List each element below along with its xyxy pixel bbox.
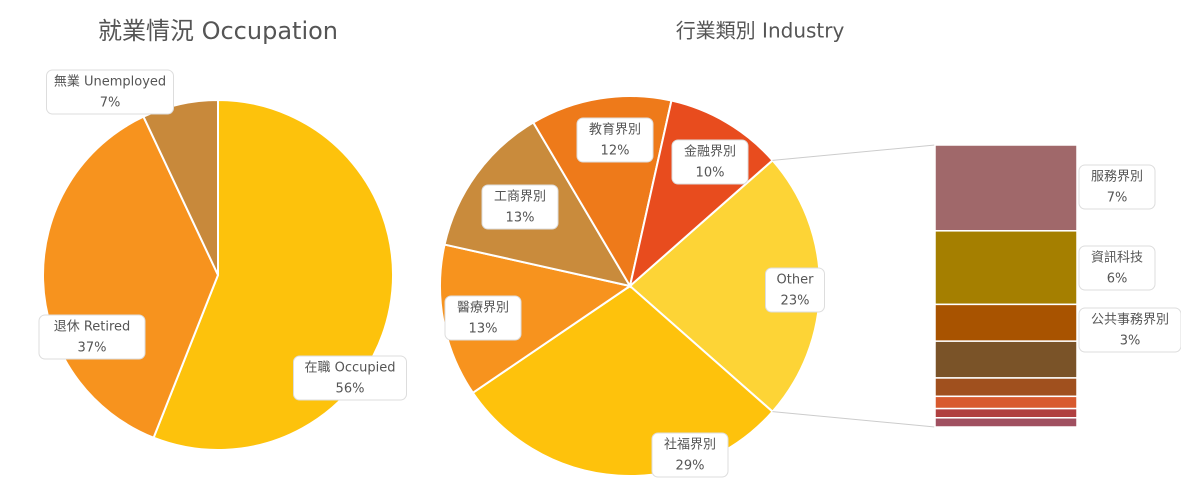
category-label: 在職 Occupied (304, 361, 395, 376)
bar-segment (934, 407, 1078, 419)
connector (772, 144, 936, 161)
label-box (1078, 164, 1156, 210)
value-label: 56% (336, 382, 365, 397)
value-label: 13% (506, 211, 535, 226)
chart-title: 就業情況 Occupation (98, 17, 338, 45)
category-label: 無業 Unemployed (54, 74, 166, 90)
value-label: 7% (100, 96, 121, 111)
label-box (46, 69, 174, 115)
category-label: 服務界別 (1091, 170, 1143, 185)
category-label: 資訊科技 (1091, 251, 1143, 266)
bar-segment (934, 303, 1078, 342)
chart-title: 行業類別 Industry (676, 19, 845, 43)
bar-segment (934, 395, 1078, 410)
category-label: Other (777, 273, 815, 288)
category-label: 公共事務界別 (1091, 313, 1169, 328)
label-box (671, 139, 749, 185)
label-box (1078, 245, 1156, 291)
label-box (38, 314, 146, 360)
category-label: 退休 Retired (54, 320, 131, 335)
category-label: 金融界別 (684, 144, 736, 160)
label-box (1078, 307, 1181, 353)
value-label: 12% (601, 144, 630, 159)
pie-slice (439, 243, 633, 395)
connector (772, 411, 936, 428)
category-label: 醫療界別 (457, 301, 509, 316)
bar-segment (934, 144, 1078, 232)
bar-segment (934, 230, 1078, 306)
category-label: 工商界別 (494, 190, 546, 205)
label-box (576, 117, 654, 163)
label-box (765, 267, 825, 313)
value-label: 10% (696, 166, 725, 181)
value-label: 3% (1120, 334, 1141, 349)
value-label: 6% (1107, 272, 1128, 287)
bar-segment (934, 417, 1078, 428)
label-box (481, 184, 559, 230)
pie-slice (471, 284, 774, 477)
value-label: 29% (676, 459, 705, 474)
pie-slice (142, 98, 219, 276)
value-label: 37% (78, 341, 107, 356)
label-box (444, 295, 522, 341)
category-label: 教育界別 (589, 122, 641, 138)
label-box (293, 355, 407, 401)
value-label: 7% (1107, 191, 1128, 206)
bar-segment (934, 340, 1078, 379)
value-label: 23% (781, 294, 810, 309)
value-label: 13% (469, 322, 498, 337)
category-label: 社福界別 (664, 437, 716, 453)
label-box (651, 432, 729, 478)
bar-segment (934, 377, 1078, 398)
